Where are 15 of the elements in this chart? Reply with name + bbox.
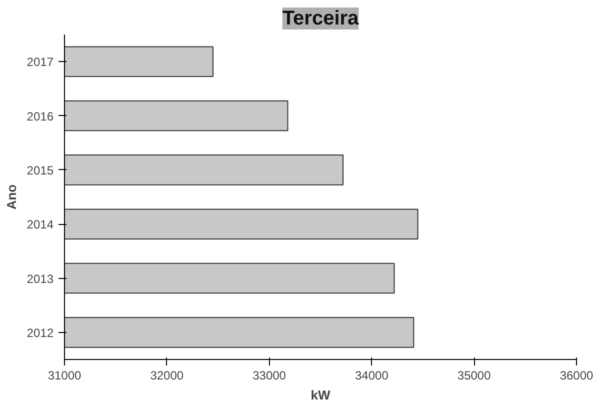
x-tick-label: 31000: [48, 368, 82, 382]
y-tick-label: 2015: [26, 163, 54, 178]
x-tick-label: 33000: [252, 368, 286, 382]
x-axis-title: kW: [310, 388, 331, 402]
y-tick-label: 2013: [26, 272, 54, 286]
y-tick-label: 2016: [26, 109, 54, 124]
x-tick-label: 36000: [560, 368, 594, 382]
chart-title: Terceira: [282, 8, 360, 30]
y-tick-label: 2014: [26, 218, 54, 232]
y-tick-label: 2017: [26, 55, 54, 70]
x-tick-label: 35000: [457, 368, 492, 382]
x-tick-label: 32000: [150, 368, 184, 382]
y-tick-label: 2012: [26, 326, 54, 340]
x-tick-label: 34000: [355, 368, 389, 382]
y-axis-title: Ano: [4, 184, 19, 210]
